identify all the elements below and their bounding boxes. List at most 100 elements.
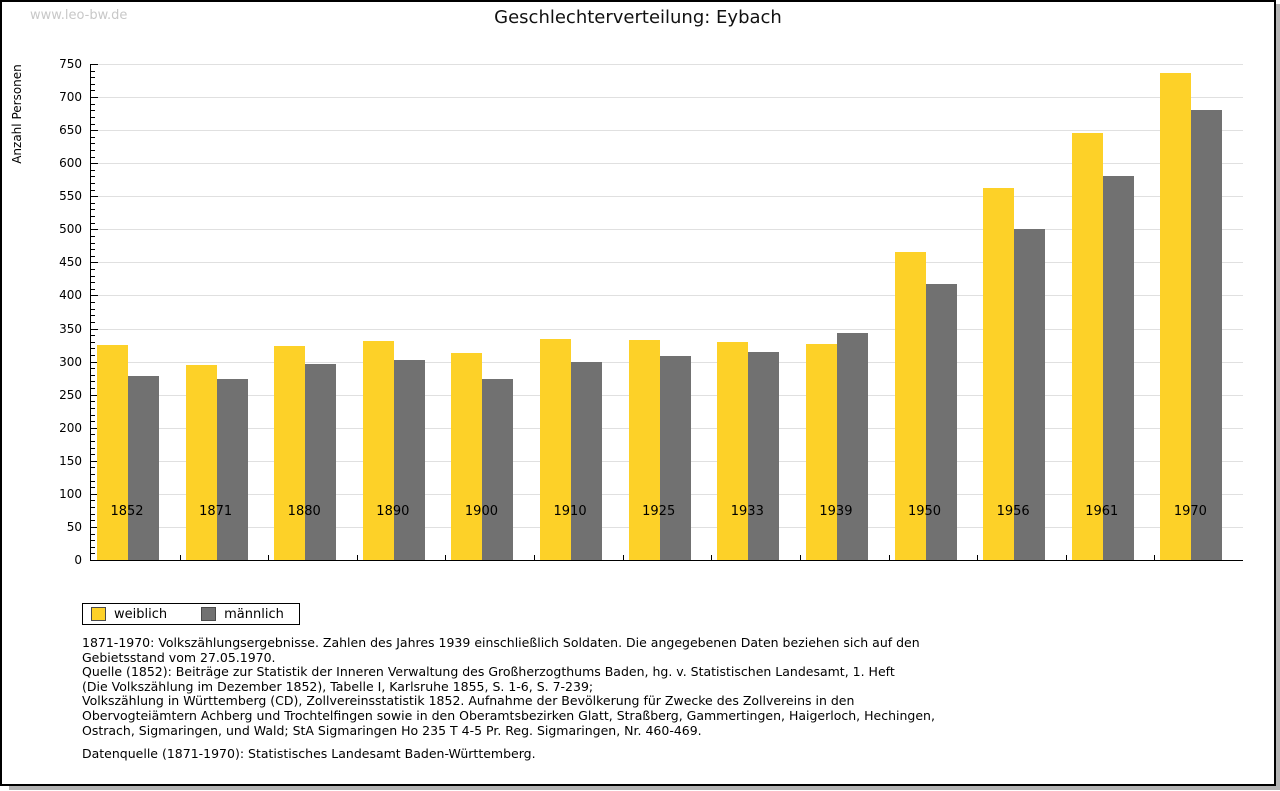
y-axis-label: 500: [59, 222, 82, 237]
bar-maennlich-1925: [659, 356, 691, 560]
bar-weiblich-1933: [717, 342, 749, 560]
y-axis-tick: [91, 308, 95, 310]
y-axis-tick: [91, 427, 98, 429]
y-axis-tick: [91, 295, 98, 297]
y-axis-tick: [91, 216, 95, 218]
y-axis-tick: [91, 487, 95, 489]
bar-weiblich-1970: [1160, 73, 1192, 560]
y-axis-tick: [91, 480, 95, 482]
x-axis-label: 1900: [464, 504, 498, 519]
x-axis-label: 1961: [1085, 504, 1119, 519]
source-notes: 1871-1970: Volkszählungsergebnisse. Zahl…: [82, 635, 1232, 762]
y-axis-tick: [91, 421, 95, 423]
source-line: Quelle (1852): Beiträge zur Statistik de…: [82, 664, 895, 680]
y-axis-tick: [91, 440, 95, 442]
y-axis-tick: [91, 335, 95, 337]
bar-maennlich-1910: [571, 361, 603, 560]
y-axis-tick: [91, 116, 95, 118]
y-axis-tick: [91, 130, 98, 132]
y-axis-tick: [91, 288, 95, 290]
y-axis-tick: [91, 202, 95, 204]
y-axis-tick: [91, 255, 95, 257]
y-axis-tick: [91, 493, 98, 495]
y-axis-tick: [91, 474, 95, 476]
x-axis-label: 1890: [376, 504, 410, 519]
y-axis-tick: [91, 540, 95, 542]
y-axis-label: 750: [59, 57, 82, 71]
bar-weiblich-1910: [540, 339, 572, 560]
y-axis-label: 600: [59, 156, 82, 171]
y-axis-tick: [91, 447, 95, 449]
x-axis-tick: [799, 555, 801, 560]
y-axis-tick: [91, 149, 95, 151]
y-axis-tick: [91, 83, 95, 85]
bar-weiblich-1852: [97, 345, 128, 560]
gridline: [91, 328, 1243, 330]
bar-maennlich-1939: [836, 333, 868, 560]
x-axis-tick: [977, 555, 979, 560]
y-axis-tick: [91, 143, 95, 145]
x-axis-label: 1933: [730, 504, 764, 519]
y-axis-tick: [91, 110, 95, 112]
x-axis-label: 1956: [996, 504, 1030, 519]
y-axis-tick: [91, 361, 98, 363]
y-axis-label: 350: [59, 321, 82, 336]
x-axis-label: 1880: [287, 504, 321, 519]
source-line: (Die Volkszählung im Dezember 1852), Tab…: [82, 678, 594, 694]
y-axis-tick: [91, 229, 98, 231]
y-axis-tick: [91, 282, 95, 284]
bar-maennlich-1871: [216, 379, 248, 560]
datasource-line: Datenquelle (1871-1970): Statistisches L…: [82, 746, 536, 762]
y-axis-tick: [91, 460, 98, 462]
y-axis-label: 250: [59, 387, 82, 402]
y-axis-tick: [91, 526, 98, 528]
y-axis-tick: [91, 533, 95, 535]
x-axis-tick: [711, 555, 713, 560]
gridline: [91, 295, 1243, 297]
y-axis-tick: [91, 394, 98, 396]
x-axis-tick: [888, 555, 890, 560]
x-axis-label: 1939: [819, 504, 853, 519]
legend: weiblich männlich: [82, 603, 300, 625]
source-line: 1871-1970: Volkszählungsergebnisse. Zahl…: [82, 635, 920, 650]
y-axis-label: 100: [59, 486, 82, 501]
y-axis-tick: [91, 136, 95, 138]
y-axis-tick: [91, 321, 95, 323]
bar-weiblich-1880: [274, 346, 306, 560]
y-axis-label: 400: [59, 288, 82, 303]
y-axis-tick: [91, 222, 95, 224]
x-axis-tick: [268, 555, 270, 560]
y-axis-tick: [91, 169, 95, 171]
bar-weiblich-1961: [1071, 132, 1103, 560]
y-axis-tick: [91, 262, 98, 264]
y-axis-tick: [91, 407, 95, 409]
bar-weiblich-1950: [894, 252, 926, 560]
gridline: [91, 97, 1243, 99]
y-axis-tick: [91, 414, 95, 416]
y-axis-label: 700: [59, 90, 82, 105]
y-axis-tick: [91, 328, 98, 330]
bar-maennlich-1880: [305, 363, 337, 560]
legend-swatch-weiblich: [91, 607, 106, 621]
watermark: www.leo-bw.de: [30, 8, 128, 23]
bar-maennlich-1933: [748, 351, 780, 560]
source-line: Obervogteiämtern Achberg und Trochtelfin…: [82, 707, 935, 723]
y-axis-tick: [91, 176, 95, 178]
y-axis-tick: [91, 454, 95, 456]
gridline: [91, 229, 1243, 231]
bar-maennlich-1950: [925, 283, 957, 560]
gridline: [91, 64, 1243, 65]
y-axis-tick: [91, 520, 95, 522]
x-axis-tick: [445, 555, 447, 560]
x-axis-tick: [622, 555, 624, 560]
y-axis-tick: [91, 374, 95, 376]
y-axis-tick: [91, 242, 95, 244]
source-line: Gebietsstand vom 27.05.1970.: [82, 649, 276, 665]
x-axis-tick: [534, 555, 536, 560]
y-axis-label: 0: [74, 553, 82, 567]
y-axis-tick: [91, 388, 95, 390]
x-axis-label: 1910: [553, 504, 587, 519]
bar-maennlich-1900: [482, 379, 514, 560]
bar-weiblich-1900: [451, 353, 483, 560]
